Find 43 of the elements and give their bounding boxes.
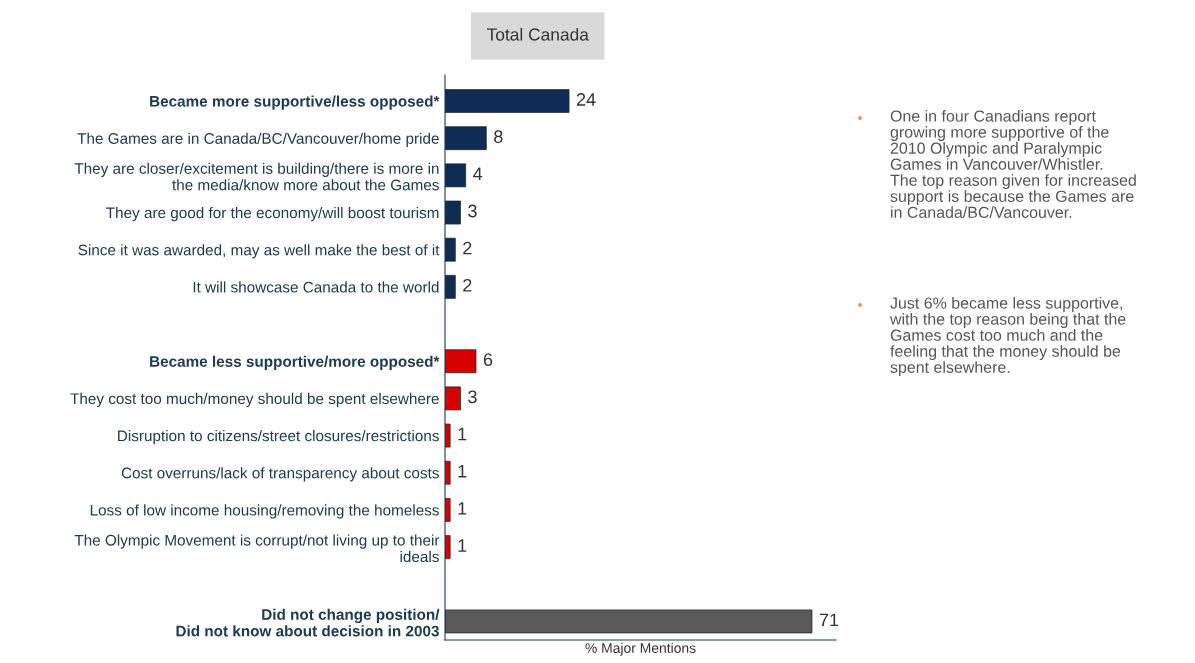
- data-label: 2: [463, 241, 472, 255]
- y-tick-label: The Games are in Canada/BC/Vancouver/home pride: [77, 132, 439, 147]
- bar: [445, 349, 477, 374]
- y-tick-label: Disruption to citizens/street closures/restrictions: [118, 430, 439, 445]
- y-tick-label: Did not change position/ Did not know about decision in 2003: [176, 608, 440, 637]
- bar: [445, 126, 487, 151]
- y-tick-label: Since it was awarded, may as well make the best of it: [78, 244, 440, 259]
- y-tick-label: It will showcase Canada to the world: [193, 281, 439, 293]
- y-tick-label: Became less supportive/more opposed*: [150, 355, 440, 370]
- data-label: 24: [576, 93, 596, 106]
- data-label: 4: [473, 167, 483, 181]
- bar: [445, 200, 461, 225]
- data-label: 3: [468, 204, 477, 218]
- y-tick-label: Became more supportive/less opposed*: [150, 95, 440, 110]
- x-axis-title: % Major Mentions: [585, 642, 696, 656]
- bar: [445, 386, 461, 411]
- text: One in four Canadians report growing more supportive of the 2010 Olympic and Paralympic Games in Vancouver/Whistler. The top reason given for increased support is because the Games are in Canada/BC/Vancouver.: [890, 110, 1136, 219]
- bar: [445, 498, 451, 522]
- y-tick-label: They are closer/excitement is building/there is more in the media/know more about the Games: [74, 162, 439, 191]
- bar: [445, 237, 456, 262]
- data-label: 1: [458, 539, 467, 552]
- y-tick-label: They cost too much/money should be spent elsewhere: [70, 392, 439, 408]
- y-tick-label: Cost overruns/lack of transparency about costs: [121, 467, 439, 482]
- data-label: 6: [483, 353, 493, 367]
- bar: [445, 609, 813, 634]
- data-label: 1: [458, 427, 467, 441]
- data-label: 71: [819, 613, 839, 627]
- bar: [445, 275, 456, 299]
- bar: [445, 89, 570, 113]
- data-label: 3: [468, 390, 477, 404]
- bar: [445, 460, 451, 485]
- bar: [445, 163, 467, 188]
- data-label: 8: [494, 130, 503, 144]
- chart-title: Total Canada: [486, 27, 589, 41]
- y-tick-label: Loss of low income housing/removing the homeless: [90, 504, 439, 519]
- data-label: 1: [458, 502, 467, 515]
- data-label: 2: [463, 278, 472, 292]
- y-tick-label: They are good for the economy/will boost tourism: [106, 207, 439, 222]
- y-tick-label: The Olympic Movement is corrupt/not living up to their ideals: [74, 534, 440, 563]
- bar: [445, 535, 451, 559]
- text: Just 6% became less supportive, with the top reason being that the Games cost too much and the feeling that the money should be spent elsewhere.: [889, 297, 1126, 377]
- bar: [445, 423, 451, 448]
- data-label: 1: [458, 464, 467, 478]
